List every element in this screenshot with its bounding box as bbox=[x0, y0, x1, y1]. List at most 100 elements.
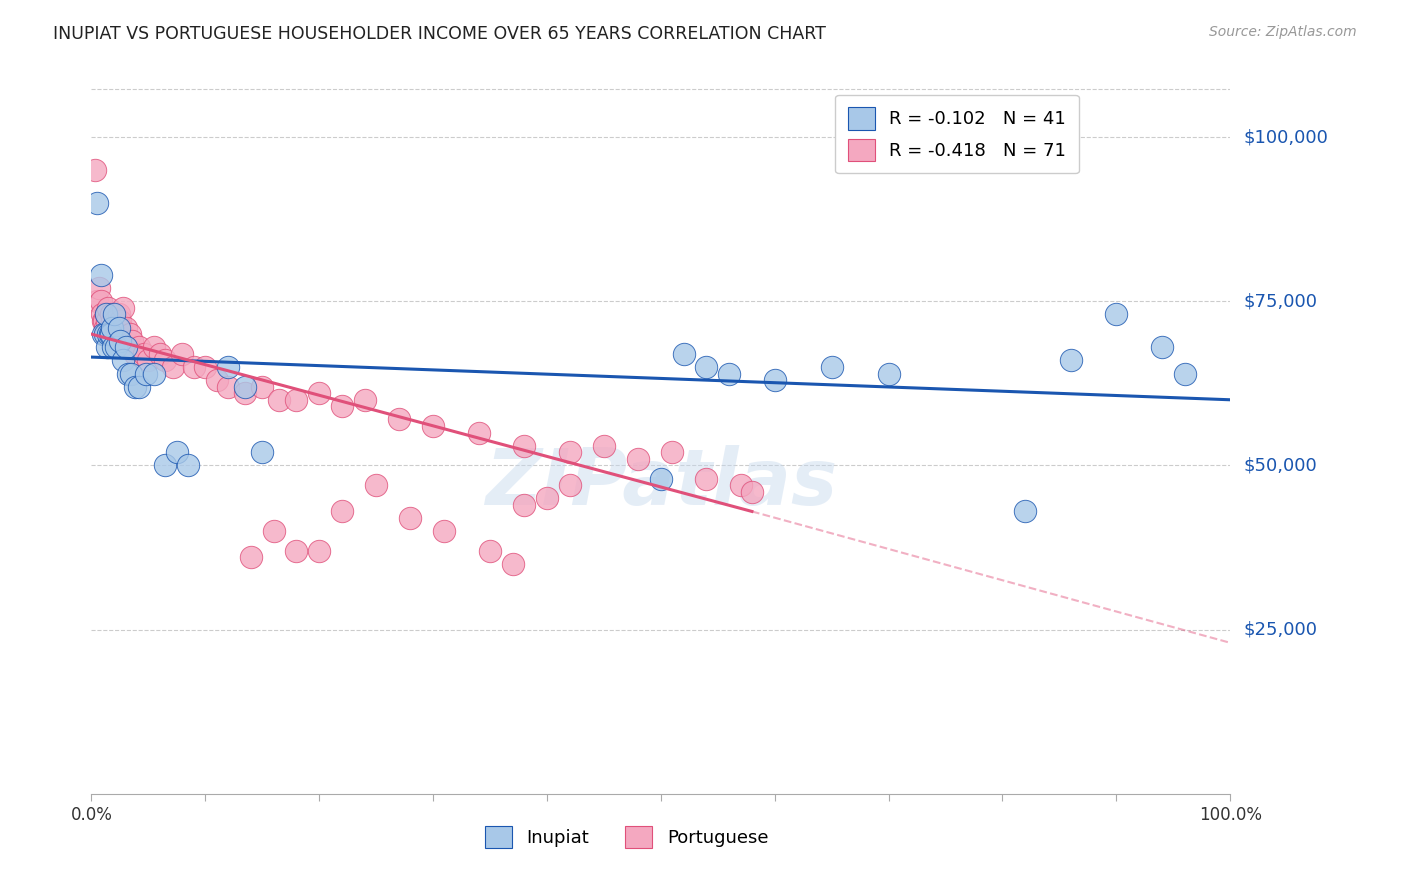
Point bbox=[558, 478, 581, 492]
Text: $25,000: $25,000 bbox=[1244, 621, 1317, 639]
Point bbox=[627, 451, 650, 466]
Point bbox=[250, 379, 273, 393]
Point bbox=[155, 458, 177, 473]
Point bbox=[388, 412, 411, 426]
Point bbox=[128, 379, 150, 393]
Point bbox=[593, 439, 616, 453]
Point bbox=[124, 347, 146, 361]
Point bbox=[120, 367, 142, 381]
Point bbox=[650, 472, 672, 486]
Point bbox=[558, 445, 581, 459]
Point bbox=[718, 367, 741, 381]
Text: ZIPatlas: ZIPatlas bbox=[485, 445, 837, 521]
Point bbox=[821, 359, 844, 374]
Point bbox=[110, 320, 132, 334]
Point bbox=[93, 314, 115, 328]
Point bbox=[166, 445, 188, 459]
Point bbox=[96, 340, 118, 354]
Point bbox=[117, 367, 139, 381]
Point bbox=[149, 347, 172, 361]
Point bbox=[730, 478, 752, 492]
Point bbox=[467, 425, 489, 440]
Point bbox=[695, 359, 717, 374]
Point bbox=[285, 392, 308, 407]
Point bbox=[263, 524, 285, 538]
Point bbox=[101, 320, 124, 334]
Point bbox=[100, 307, 122, 321]
Point bbox=[103, 307, 125, 321]
Point bbox=[433, 524, 456, 538]
Legend: Inupiat, Portuguese: Inupiat, Portuguese bbox=[475, 817, 778, 857]
Point bbox=[132, 347, 155, 361]
Text: $100,000: $100,000 bbox=[1244, 128, 1329, 146]
Point bbox=[250, 445, 273, 459]
Point bbox=[205, 373, 228, 387]
Point bbox=[217, 359, 239, 374]
Point bbox=[285, 544, 308, 558]
Point bbox=[96, 314, 118, 328]
Point bbox=[89, 281, 111, 295]
Text: Source: ZipAtlas.com: Source: ZipAtlas.com bbox=[1209, 25, 1357, 39]
Point bbox=[239, 550, 262, 565]
Point bbox=[96, 307, 118, 321]
Point bbox=[1150, 340, 1173, 354]
Point bbox=[114, 320, 136, 334]
Point bbox=[672, 347, 695, 361]
Point bbox=[114, 340, 136, 354]
Point bbox=[763, 373, 786, 387]
Point bbox=[121, 334, 143, 348]
Point bbox=[353, 392, 375, 407]
Point bbox=[89, 268, 111, 282]
Point bbox=[155, 353, 177, 368]
Point bbox=[217, 379, 239, 393]
Point bbox=[107, 327, 129, 342]
Point bbox=[233, 386, 256, 401]
Point bbox=[108, 334, 131, 348]
Point bbox=[162, 359, 184, 374]
Point bbox=[269, 392, 291, 407]
Point bbox=[330, 504, 353, 518]
Point bbox=[112, 301, 135, 315]
Point bbox=[233, 379, 256, 393]
Point bbox=[94, 320, 117, 334]
Point bbox=[112, 353, 135, 368]
Point bbox=[135, 367, 157, 381]
Point bbox=[143, 340, 166, 354]
Point bbox=[143, 367, 166, 381]
Point bbox=[83, 162, 105, 177]
Point bbox=[513, 498, 536, 512]
Point bbox=[422, 419, 444, 434]
Point bbox=[661, 445, 683, 459]
Point bbox=[100, 327, 122, 342]
Text: INUPIAT VS PORTUGUESE HOUSEHOLDER INCOME OVER 65 YEARS CORRELATION CHART: INUPIAT VS PORTUGUESE HOUSEHOLDER INCOME… bbox=[53, 25, 827, 43]
Text: $50,000: $50,000 bbox=[1244, 457, 1317, 475]
Point bbox=[86, 195, 108, 210]
Point bbox=[183, 359, 205, 374]
Point bbox=[105, 320, 128, 334]
Point bbox=[308, 386, 330, 401]
Point bbox=[1060, 353, 1083, 368]
Point bbox=[124, 379, 146, 393]
Point bbox=[107, 320, 129, 334]
Point bbox=[101, 340, 124, 354]
Point bbox=[364, 478, 387, 492]
Point bbox=[478, 544, 501, 558]
Point bbox=[1105, 307, 1128, 321]
Point bbox=[90, 307, 112, 321]
Point bbox=[1014, 504, 1036, 518]
Point bbox=[91, 314, 114, 328]
Point bbox=[98, 327, 121, 342]
Point bbox=[101, 314, 124, 328]
Point bbox=[177, 458, 200, 473]
Point bbox=[128, 340, 150, 354]
Point bbox=[194, 359, 217, 374]
Point bbox=[97, 301, 120, 315]
Point bbox=[308, 544, 330, 558]
Point bbox=[330, 400, 353, 414]
Point bbox=[103, 307, 125, 321]
Point bbox=[399, 511, 422, 525]
Point bbox=[120, 327, 142, 342]
Point bbox=[1174, 367, 1197, 381]
Text: $75,000: $75,000 bbox=[1244, 293, 1317, 310]
Point bbox=[117, 340, 139, 354]
